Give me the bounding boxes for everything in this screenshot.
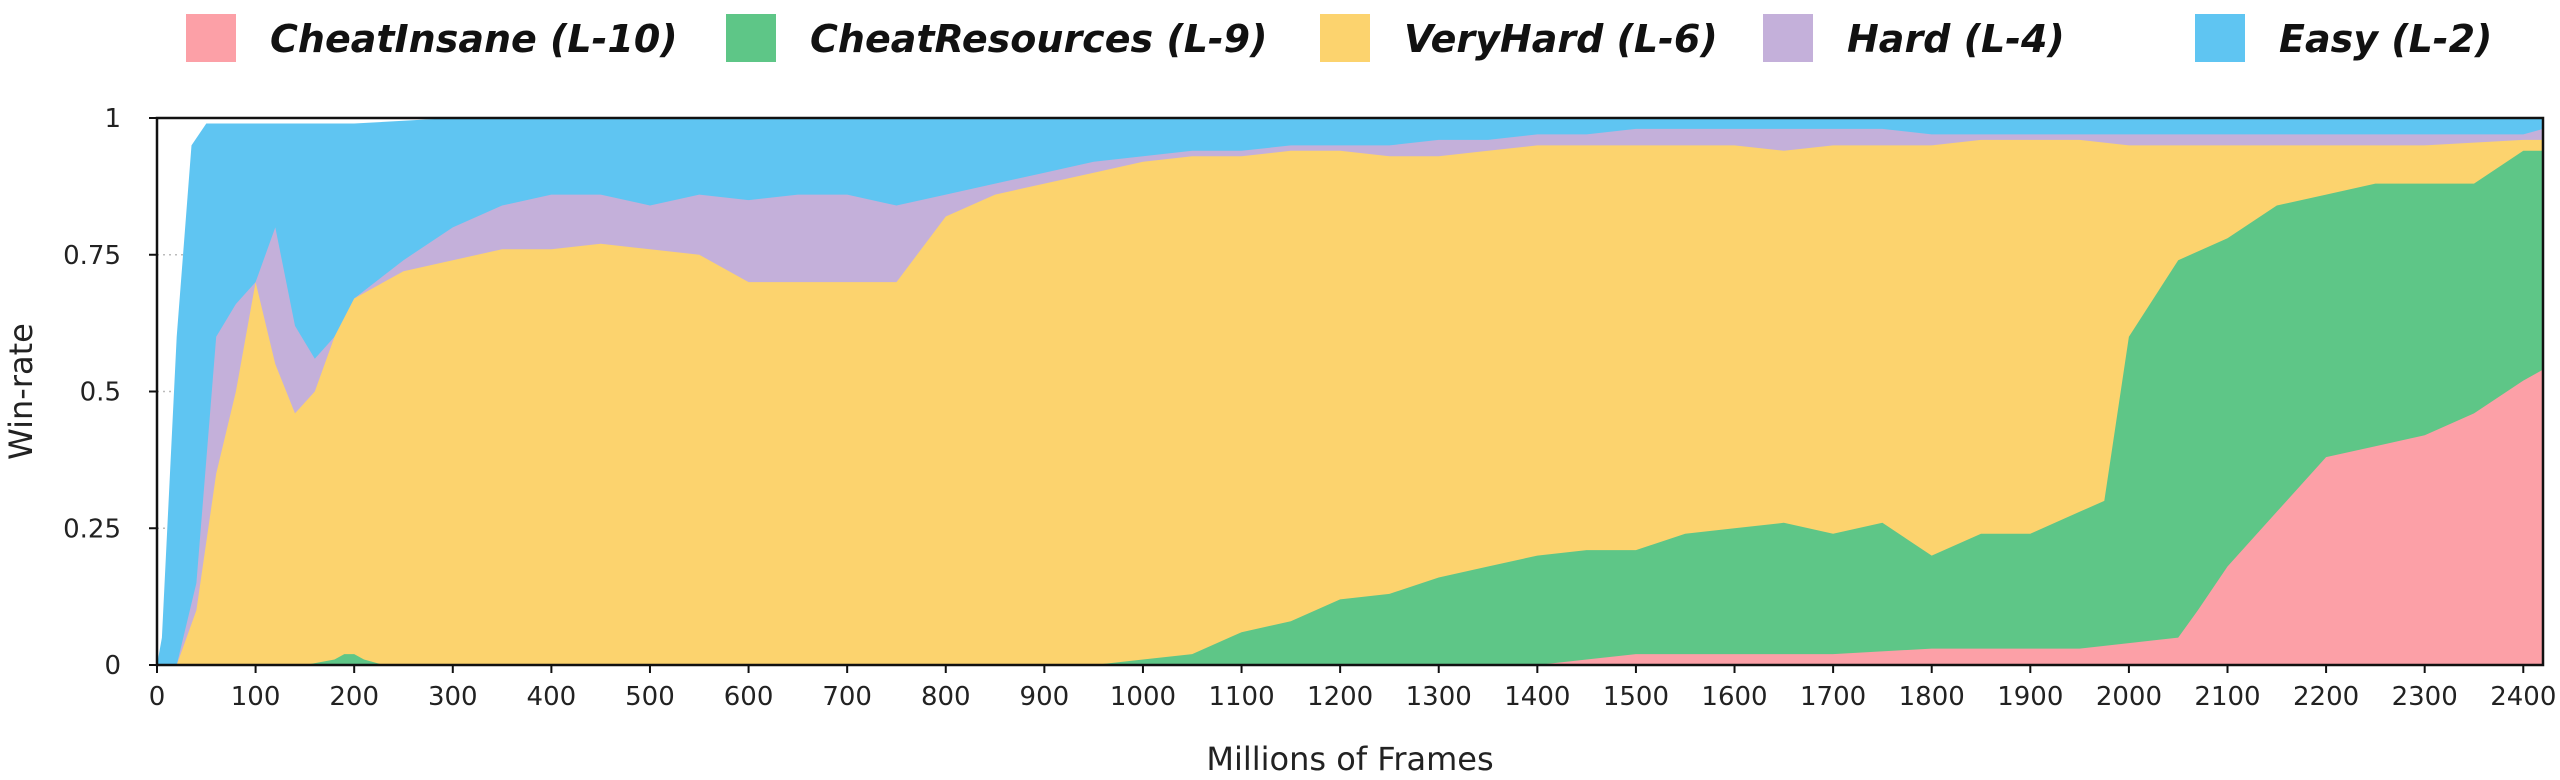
legend-swatch-cheatinsane-l-10: [186, 14, 236, 62]
x-tick-label: 2100: [2194, 682, 2260, 712]
x-tick-label: 1300: [1406, 682, 1472, 712]
x-tick-label: 1600: [1701, 682, 1767, 712]
x-tick-label: 1500: [1603, 682, 1669, 712]
area-veryhard-l-6: [157, 139, 2543, 665]
y-tick-label: 0.5: [80, 378, 121, 408]
legend-label-hard-l-4: Hard (L-4): [1847, 17, 2065, 61]
x-tick-label: 1800: [1899, 682, 1965, 712]
x-tick-label: 300: [428, 682, 478, 712]
x-axis-ticks: 0 100 200 300 400 500 600 700 800 900 1000 1100 1200…: [149, 665, 2556, 712]
x-tick-label: 2400: [2490, 682, 2556, 712]
x-tick-label: 500: [625, 682, 675, 712]
x-tick-label: 1100: [1208, 682, 1274, 712]
x-tick-label: 1700: [1800, 682, 1866, 712]
y-tick-label: 1: [104, 104, 121, 134]
x-tick-label: 1200: [1307, 682, 1373, 712]
x-tick-label: 800: [921, 682, 971, 712]
x-tick-label: 2200: [2293, 682, 2359, 712]
legend-swatch-easy-l-2: [2195, 14, 2245, 62]
y-tick-label: 0: [104, 651, 121, 681]
legend-label-cheatinsane-l-10: CheatInsane (L-10): [270, 17, 678, 61]
x-tick-label: 200: [329, 682, 379, 712]
y-tick-label: 0.75: [63, 241, 121, 271]
legend-swatch-veryhard-l-6: [1320, 14, 1370, 62]
x-tick-label: 1900: [1997, 682, 2063, 712]
x-axis-title: Millions of Frames: [1206, 740, 1493, 778]
x-tick-label: 2000: [2096, 682, 2162, 712]
y-axis-ticks: 0 0.25 0.5 0.75 1: [63, 104, 157, 681]
legend-swatch-hard-l-4: [1763, 14, 1813, 62]
legend-swatch-cheatresources-l-9: [726, 14, 776, 62]
area-cheatinsane-l-10: [157, 369, 2543, 665]
y-tick-label: 0.25: [63, 514, 121, 544]
x-tick-label: 400: [527, 682, 577, 712]
legend: CheatInsane (L-10) CheatResources (L-9) Ve…: [186, 14, 2492, 62]
x-tick-label: 600: [724, 682, 774, 712]
x-tick-label: 900: [1020, 682, 1070, 712]
legend-label-cheatresources-l-9: CheatResources (L-9): [810, 17, 1267, 61]
x-tick-label: 0: [149, 682, 166, 712]
legend-label-easy-l-2: Easy (L-2): [2279, 17, 2492, 61]
x-tick-label: 1000: [1110, 682, 1176, 712]
y-axis-title: Win-rate: [2, 323, 40, 460]
x-tick-label: 1400: [1504, 682, 1570, 712]
x-tick-label: 2300: [2392, 682, 2458, 712]
x-tick-label: 100: [231, 682, 281, 712]
x-tick-label: 700: [822, 682, 872, 712]
legend-label-veryhard-l-6: VeryHard (L-6): [1404, 17, 1718, 61]
area-series: [157, 118, 2543, 666]
